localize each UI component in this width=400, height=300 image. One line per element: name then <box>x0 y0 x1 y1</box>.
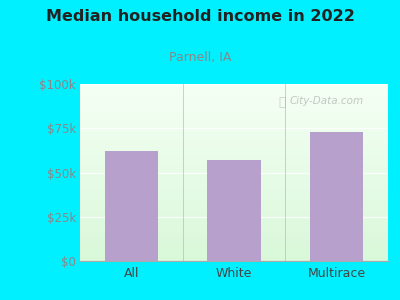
Bar <box>310 132 363 261</box>
Text: Median household income in 2022: Median household income in 2022 <box>46 9 354 24</box>
Bar <box>105 151 158 261</box>
Text: ⌕: ⌕ <box>279 95 286 109</box>
Bar <box>207 160 261 261</box>
Text: Parnell, IA: Parnell, IA <box>169 51 231 64</box>
Text: City-Data.com: City-Data.com <box>290 96 364 106</box>
